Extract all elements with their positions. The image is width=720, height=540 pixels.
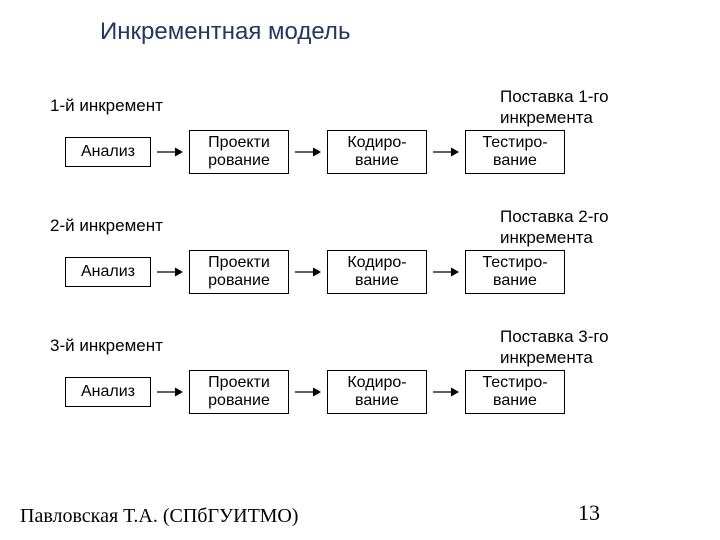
row-1-step-coding: Кодиро- вание xyxy=(327,130,427,174)
row-2-step-coding: Кодиро- вание xyxy=(327,250,427,294)
arrow-icon xyxy=(433,266,459,278)
row-3-step-analysis: Анализ xyxy=(65,377,151,407)
row-1-step-design: Проекти рование xyxy=(189,130,289,174)
arrow-icon xyxy=(433,386,459,398)
row-3-step-coding: Кодиро- вание xyxy=(327,370,427,414)
page-number: 13 xyxy=(578,500,600,526)
row-2-delivery: Поставка 2-го инкремента xyxy=(500,206,609,249)
row-2-step-analysis: Анализ xyxy=(65,257,151,287)
row-2-label: 2-й инкремент xyxy=(50,216,163,236)
row-3-label: 3-й инкремент xyxy=(50,336,163,356)
row-3-step-design: Проекти рование xyxy=(189,370,289,414)
row-1-label: 1-й инкремент xyxy=(50,96,163,116)
arrow-icon xyxy=(157,266,183,278)
arrow-icon xyxy=(295,146,321,158)
arrow-icon xyxy=(157,386,183,398)
row-1-step-analysis: Анализ xyxy=(65,137,151,167)
row-2-step-design: Проекти рование xyxy=(189,250,289,294)
page-title: Инкрементная модель xyxy=(100,18,350,46)
arrow-icon xyxy=(295,266,321,278)
row-3-flow: Анализ Проекти рование Кодиро- вание Тес… xyxy=(65,370,565,414)
arrow-icon xyxy=(433,146,459,158)
footer-author: Павловская Т.А. (СПбГУИТМО) xyxy=(20,505,298,528)
row-1-step-testing: Тестиро- вание xyxy=(465,130,565,174)
row-1-delivery: Поставка 1-го инкремента xyxy=(500,86,609,129)
row-3-step-testing: Тестиро- вание xyxy=(465,370,565,414)
arrow-icon xyxy=(157,146,183,158)
row-2-step-testing: Тестиро- вание xyxy=(465,250,565,294)
arrow-icon xyxy=(295,386,321,398)
row-2-flow: Анализ Проекти рование Кодиро- вание Тес… xyxy=(65,250,565,294)
row-3-delivery: Поставка 3-го инкремента xyxy=(500,326,609,369)
row-1-flow: Анализ Проекти рование Кодиро- вание Тес… xyxy=(65,130,565,174)
